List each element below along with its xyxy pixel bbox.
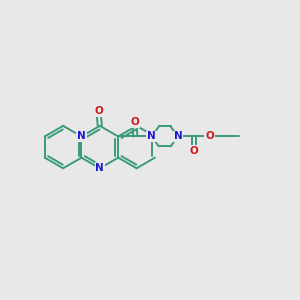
Text: N: N bbox=[95, 163, 104, 173]
Text: O: O bbox=[190, 146, 199, 156]
Text: N: N bbox=[77, 131, 86, 142]
Text: N: N bbox=[147, 131, 156, 142]
Text: O: O bbox=[205, 131, 214, 142]
Text: N: N bbox=[174, 131, 182, 142]
Text: O: O bbox=[130, 117, 139, 127]
Text: O: O bbox=[94, 106, 103, 116]
